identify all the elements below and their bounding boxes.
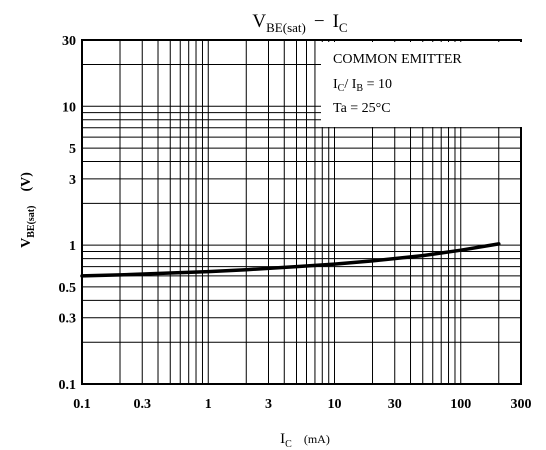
x-tick-label: 1 (205, 397, 212, 412)
annotation-line-3: Ta = 25°C (333, 101, 391, 116)
annotation-ic-sub: C (337, 83, 345, 94)
x-tick-label: 300 (511, 397, 532, 412)
x-tick-label: 0.3 (133, 397, 151, 412)
annotation-ib-sub: B (356, 83, 364, 94)
annotation-ic: I (333, 77, 338, 92)
x-tick-label: 30 (388, 397, 402, 412)
x-axis-label: IC (mA) (280, 431, 330, 450)
annotation-line-2: IC/ IB = 10 (333, 77, 392, 94)
series-line (80, 242, 501, 278)
annotation-ratio: = 10 (363, 77, 392, 92)
y-tick-label: 1 (69, 239, 76, 254)
x-tick-label: 10 (328, 397, 342, 412)
y-tick-label: 30 (62, 34, 76, 49)
annotation-box: COMMON EMITTER IC/ IB = 10 Ta = 25°C (321, 42, 527, 127)
y-axis-label: VBE(sat)(V) (19, 172, 37, 248)
x-tick-label: 100 (450, 397, 471, 412)
x-tick-label: 0.1 (73, 397, 91, 412)
y-tick-label: 0.3 (59, 312, 77, 327)
y-tick-label: 10 (62, 100, 76, 115)
tick-labels: 0.1 0.3 1 3 10 30 100 300 30 10 5 3 1 0.5 0.3 0.1 (59, 34, 532, 412)
plot-frame (81, 39, 522, 385)
y-tick-label: 3 (69, 173, 76, 188)
series-layer (80, 242, 501, 278)
annotation-line-1: COMMON EMITTER (333, 52, 462, 67)
x-tick-label: 3 (265, 397, 272, 412)
y-tick-label: 0.1 (59, 378, 77, 393)
annotation-ib: / I (344, 77, 357, 92)
chart-title: VBE(sat) − IC (252, 11, 347, 35)
y-tick-label: 5 (69, 142, 76, 157)
y-tick-label: 0.5 (59, 281, 77, 296)
